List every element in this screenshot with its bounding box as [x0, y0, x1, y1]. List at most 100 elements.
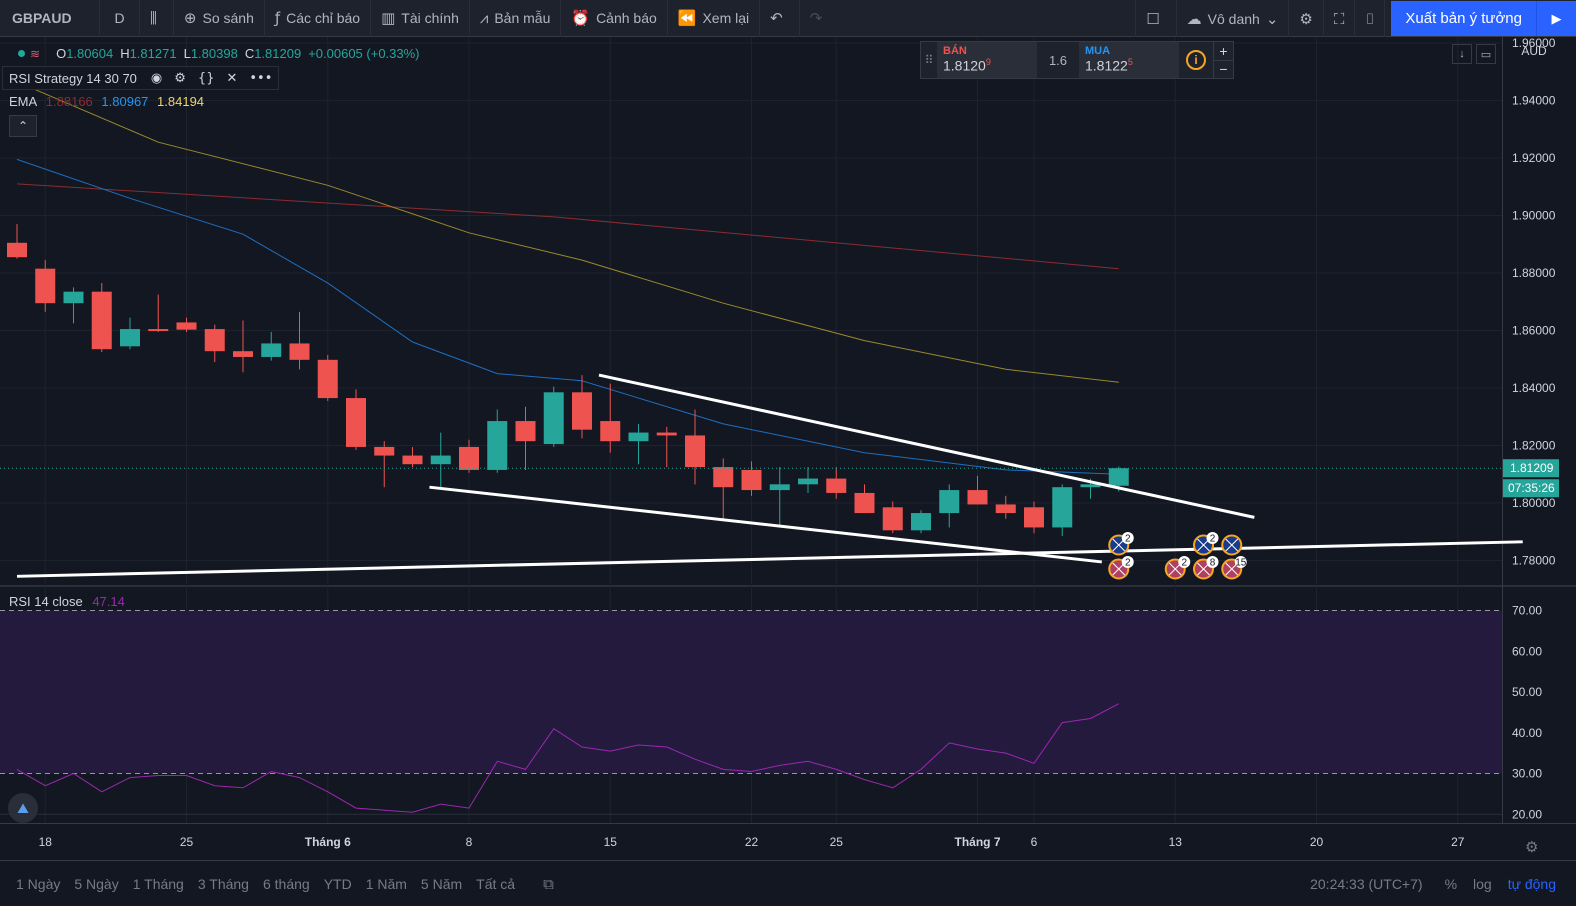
- range-5d[interactable]: 5 Ngày: [74, 875, 119, 892]
- log-button[interactable]: log: [1473, 876, 1492, 892]
- candle-body: [63, 291, 84, 304]
- collapse-legend-button[interactable]: ⌃: [9, 115, 37, 137]
- time-tick-label: 22: [745, 835, 759, 849]
- redo-button[interactable]: ↷: [800, 0, 839, 37]
- event-marker-au[interactable]: 2: [1193, 532, 1219, 556]
- replay-button[interactable]: ⏪ Xem lại: [668, 0, 761, 37]
- candle-body: [176, 322, 197, 330]
- range-ytd[interactable]: YTD: [323, 875, 352, 892]
- sell-price: 1.8120: [943, 57, 986, 74]
- trendline[interactable]: [429, 485, 1102, 564]
- braces-icon[interactable]: {}: [197, 70, 215, 86]
- alarm-clock-icon: ⏰: [571, 9, 591, 27]
- fullscreen-button[interactable]: ⛶: [1324, 0, 1356, 37]
- range-3m[interactable]: 3 Tháng: [197, 875, 249, 892]
- sell-price-sup: 9: [985, 57, 991, 67]
- trendlines[interactable]: [16, 373, 1523, 578]
- rsi-line: [16, 703, 1120, 813]
- symbol-search[interactable]: GBPAUD: [0, 0, 100, 37]
- sell-button[interactable]: BÁN 1.81209: [937, 42, 1037, 78]
- eye-icon[interactable]: ◉: [150, 70, 163, 86]
- undo-button[interactable]: ↶: [760, 0, 800, 37]
- tradingview-logo-icon[interactable]: ⛰: [8, 793, 38, 823]
- close-label: C: [244, 46, 255, 61]
- pane-separator: [0, 585, 1576, 587]
- top-toolbar: GBPAUD D ⫼ ⊕ So sánh ƒ Các chỉ báo ▥ Tài ch…: [0, 0, 1576, 37]
- clock[interactable]: 20:24:33 (UTC+7): [1310, 876, 1423, 892]
- bar-chart-icon: ▥: [381, 9, 396, 27]
- templates-button[interactable]: ⩘ Bản mẫu: [470, 0, 562, 37]
- event-marker-au[interactable]: 2: [1108, 532, 1134, 556]
- spread-value: 1.6: [1048, 52, 1068, 68]
- candle-body: [459, 446, 479, 470]
- chart-area[interactable]: 22 228 15 18 25 Tháng 6 8 15 22 25 Tháng 7 6 13 20 27…: [0, 37, 1576, 860]
- rsi-tick-label: 20.00: [1512, 807, 1542, 821]
- ema-legend: EMA 1.88166 1.80967 1.84194: [9, 94, 209, 109]
- event-marker-gb[interactable]: 2: [1164, 556, 1191, 580]
- event-marker-au[interactable]: [1221, 534, 1243, 556]
- candle-body: [854, 492, 875, 514]
- time-tick-label: 27: [1451, 835, 1465, 849]
- trendline[interactable]: [16, 540, 1523, 578]
- layout-select-button[interactable]: ☐: [1135, 0, 1177, 37]
- axis-settings-gear-icon[interactable]: ⚙: [1525, 838, 1539, 856]
- compare-button[interactable]: ⊕ So sánh: [174, 0, 265, 37]
- range-1d[interactable]: 1 Ngày: [16, 875, 61, 892]
- square-icon: ☐: [1146, 9, 1160, 28]
- arrow-down-icon[interactable]: ↓: [1452, 44, 1472, 64]
- financials-button[interactable]: ▥ Tài chính: [371, 0, 470, 37]
- event-marker-gb[interactable]: 8: [1193, 556, 1219, 580]
- rsi-band: [0, 610, 1502, 774]
- candle-body: [402, 455, 423, 465]
- price-tick-label: 1.90000: [1512, 209, 1556, 223]
- layout-name-button[interactable]: ☁ Vô danh ⌄: [1177, 0, 1290, 37]
- drag-handle-icon[interactable]: ⠿: [924, 53, 934, 67]
- range-all[interactable]: Tất cả: [476, 875, 516, 892]
- settings-button[interactable]: ⚙: [1289, 0, 1324, 37]
- marker-count: 2: [1125, 534, 1131, 545]
- candle-body: [430, 455, 451, 465]
- candle-body: [600, 421, 621, 442]
- maximize-icon[interactable]: ▭: [1476, 44, 1496, 64]
- interval-button[interactable]: D: [100, 0, 140, 37]
- gear-icon: ⚙: [1299, 9, 1313, 28]
- alerts-button[interactable]: ⏰ Cảnh báo: [561, 0, 668, 37]
- minus-button[interactable]: −: [1213, 60, 1233, 78]
- trendline[interactable]: [598, 373, 1255, 519]
- time-tick-label: 15: [604, 835, 618, 849]
- range-1y[interactable]: 1 Năm: [365, 875, 407, 892]
- range-1m[interactable]: 1 Tháng: [132, 875, 184, 892]
- rsi-value: 47.14: [92, 594, 125, 609]
- candle-body: [572, 392, 592, 430]
- play-button[interactable]: ▶: [1536, 1, 1576, 36]
- publish-idea-button[interactable]: Xuất bản ý tưởng: [1391, 1, 1536, 36]
- event-marker-gb[interactable]: 2: [1108, 556, 1134, 580]
- strategy-legend[interactable]: RSI Strategy 14 30 70 ◉ ⚙ {} ✕ •••: [2, 66, 280, 90]
- plus-button[interactable]: +: [1213, 42, 1233, 61]
- ema-value-mid: 1.80967: [101, 94, 149, 109]
- close-icon[interactable]: ✕: [226, 70, 238, 86]
- range-6m[interactable]: 6 tháng: [262, 875, 310, 892]
- marker-badge: [1121, 556, 1134, 568]
- candle-body: [967, 490, 988, 505]
- indicators-button[interactable]: ƒ Các chỉ báo: [265, 0, 372, 37]
- rsi-label: RSI 14 close: [9, 594, 83, 609]
- snapshot-button[interactable]: ⌷: [1355, 0, 1386, 37]
- ema-label: EMA: [9, 94, 38, 109]
- chart-type-button[interactable]: ⫼: [140, 0, 174, 37]
- function-icon: ƒ: [274, 9, 281, 27]
- info-button[interactable]: i: [1179, 42, 1213, 78]
- calendar-icon[interactable]: ⧉: [543, 874, 554, 893]
- candle-body: [515, 421, 536, 442]
- candle-body: [346, 398, 366, 447]
- ema-line-1: [16, 183, 1119, 270]
- percent-button[interactable]: %: [1444, 876, 1458, 892]
- range-5y[interactable]: 5 Năm: [420, 875, 463, 892]
- more-icon[interactable]: •••: [249, 70, 273, 86]
- auto-button[interactable]: tự động: [1507, 876, 1556, 892]
- event-markers[interactable]: 2 2 2 2 8 15: [1108, 532, 1247, 580]
- event-marker-gb[interactable]: 15: [1221, 556, 1247, 580]
- buy-button[interactable]: MUA 1.81225: [1079, 42, 1179, 78]
- marker-count: 8: [1210, 558, 1216, 569]
- gear-icon[interactable]: ⚙: [174, 70, 186, 86]
